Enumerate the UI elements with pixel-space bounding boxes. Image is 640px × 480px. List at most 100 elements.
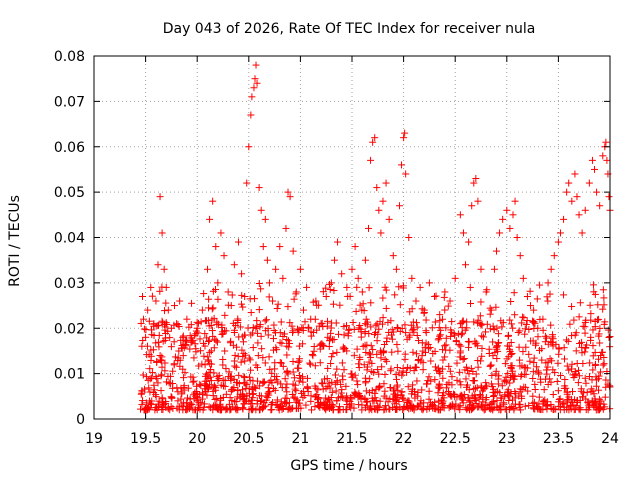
data-point xyxy=(204,357,212,365)
data-point xyxy=(536,315,544,323)
data-point xyxy=(278,339,286,347)
data-point xyxy=(412,364,420,372)
data-point xyxy=(338,359,346,367)
data-point xyxy=(373,184,381,192)
data-point xyxy=(144,376,152,384)
data-point xyxy=(326,286,334,294)
data-point xyxy=(206,215,214,223)
data-point xyxy=(554,238,562,246)
data-point xyxy=(440,293,448,301)
data-point xyxy=(180,374,188,382)
data-point xyxy=(318,319,326,327)
data-point xyxy=(596,202,604,210)
data-point xyxy=(495,406,503,414)
data-point xyxy=(361,327,369,335)
data-point xyxy=(299,306,307,314)
data-point xyxy=(362,348,370,356)
data-point xyxy=(442,334,450,342)
data-point xyxy=(234,352,242,360)
data-point xyxy=(211,382,219,390)
data-point xyxy=(234,315,242,323)
data-point xyxy=(237,358,245,366)
data-point xyxy=(588,156,596,164)
data-point xyxy=(156,287,164,295)
data-point xyxy=(334,238,342,246)
data-point xyxy=(589,342,597,350)
data-point xyxy=(368,394,376,402)
data-point xyxy=(393,383,401,391)
data-point xyxy=(154,322,162,330)
data-point xyxy=(439,374,447,382)
data-point xyxy=(324,395,332,403)
data-point xyxy=(362,387,370,395)
data-point xyxy=(529,368,537,376)
data-point xyxy=(359,300,367,308)
data-point xyxy=(158,371,166,379)
data-point xyxy=(347,404,355,412)
data-point xyxy=(398,161,406,169)
data-point xyxy=(382,394,390,402)
data-point xyxy=(521,330,529,338)
data-point xyxy=(465,238,473,246)
data-point xyxy=(265,353,273,361)
data-point xyxy=(292,290,300,298)
data-point xyxy=(529,374,537,382)
data-point xyxy=(330,256,338,264)
data-point xyxy=(434,383,442,391)
data-point xyxy=(398,371,406,379)
data-point xyxy=(578,338,586,346)
data-point xyxy=(412,319,420,327)
data-point xyxy=(225,368,233,376)
data-point xyxy=(372,321,380,329)
data-point xyxy=(361,256,369,264)
data-point xyxy=(486,304,494,312)
data-point xyxy=(413,323,421,331)
data-point xyxy=(490,265,498,273)
data-point xyxy=(584,399,592,407)
data-point xyxy=(273,346,281,354)
y-tick-label: 0.02 xyxy=(54,321,85,337)
data-point xyxy=(435,367,443,375)
data-point xyxy=(361,374,369,382)
data-point xyxy=(478,344,486,352)
data-point xyxy=(189,336,197,344)
data-point xyxy=(196,390,204,398)
data-point xyxy=(180,384,188,392)
data-point xyxy=(354,274,362,282)
data-point xyxy=(274,300,282,308)
data-point xyxy=(269,297,277,305)
data-point xyxy=(589,281,597,289)
data-point xyxy=(166,380,174,388)
data-point xyxy=(543,398,551,406)
data-point xyxy=(308,406,316,414)
data-point xyxy=(146,388,154,396)
data-point xyxy=(587,310,595,318)
data-point xyxy=(239,405,247,413)
data-point xyxy=(422,327,430,335)
data-point xyxy=(214,279,222,287)
data-point xyxy=(507,338,515,346)
data-point xyxy=(509,324,517,332)
data-point xyxy=(536,375,544,383)
data-point xyxy=(240,349,248,357)
data-point xyxy=(245,143,253,151)
data-point xyxy=(490,392,498,400)
x-tick-label: 19 xyxy=(85,431,103,447)
data-point xyxy=(340,323,348,331)
data-point xyxy=(380,406,388,414)
data-point xyxy=(139,397,147,405)
data-point xyxy=(241,357,249,365)
data-point xyxy=(358,288,366,296)
data-point xyxy=(337,393,345,401)
data-point xyxy=(388,326,396,334)
data-point xyxy=(581,206,589,214)
data-point xyxy=(472,394,480,402)
data-point xyxy=(333,365,341,373)
data-point xyxy=(340,331,348,339)
data-point xyxy=(435,397,443,405)
data-point xyxy=(522,321,530,329)
data-point xyxy=(319,380,327,388)
data-point xyxy=(255,184,263,192)
x-tick-label: 24 xyxy=(601,431,619,447)
data-point xyxy=(409,318,417,326)
